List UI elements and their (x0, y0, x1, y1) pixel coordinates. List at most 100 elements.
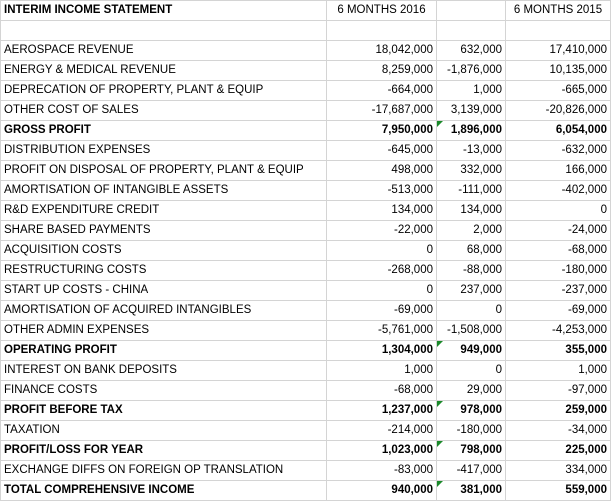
difference-cell[interactable]: 68,000 (436, 240, 506, 261)
column-header-2016[interactable]: 6 MONTHS 2016 (326, 0, 437, 21)
value-2016-cell[interactable]: 0 (326, 280, 437, 301)
row-label[interactable]: INTEREST ON BANK DEPOSITS (0, 360, 327, 381)
value-2015-cell[interactable]: -24,000 (505, 220, 611, 241)
value-2016-cell[interactable]: -83,000 (326, 460, 437, 481)
row-label[interactable]: START UP COSTS - CHINA (0, 280, 327, 301)
row-label[interactable]: SHARE BASED PAYMENTS (0, 220, 327, 241)
row-label[interactable]: DISTRIBUTION EXPENSES (0, 140, 327, 161)
value-2015-cell[interactable]: -237,000 (505, 280, 611, 301)
difference-cell[interactable]: 1,896,000 (436, 120, 506, 141)
value-2016-cell[interactable]: 134,000 (326, 200, 437, 221)
empty-cell[interactable] (436, 20, 506, 41)
difference-cell[interactable]: -417,000 (436, 460, 506, 481)
value-2015-cell[interactable]: -665,000 (505, 80, 611, 101)
value-2015-cell[interactable]: 10,135,000 (505, 60, 611, 81)
value-2015-cell[interactable]: 355,000 (505, 340, 611, 361)
value-2016-cell[interactable]: 1,237,000 (326, 400, 437, 421)
row-label[interactable]: DEPRECATION OF PROPERTY, PLANT & EQUIP (0, 80, 327, 101)
value-2015-cell[interactable]: 259,000 (505, 400, 611, 421)
column-header-difference[interactable] (436, 0, 506, 21)
row-label[interactable]: PROFIT BEFORE TAX (0, 400, 327, 421)
row-label[interactable]: PROFIT/LOSS FOR YEAR (0, 440, 327, 461)
sheet-title[interactable]: INTERIM INCOME STATEMENT (0, 0, 327, 21)
value-2016-cell[interactable]: -17,687,000 (326, 100, 437, 121)
row-label[interactable]: RESTRUCTURING COSTS (0, 260, 327, 281)
value-2016-cell[interactable]: -22,000 (326, 220, 437, 241)
value-2015-cell[interactable]: -632,000 (505, 140, 611, 161)
value-2016-cell[interactable]: -268,000 (326, 260, 437, 281)
row-label[interactable]: PROFIT ON DISPOSAL OF PROPERTY, PLANT & … (0, 160, 327, 181)
difference-cell[interactable]: 237,000 (436, 280, 506, 301)
empty-cell[interactable] (505, 20, 611, 41)
row-label[interactable]: TOTAL COMPREHENSIVE INCOME (0, 480, 327, 501)
value-2015-cell[interactable]: 166,000 (505, 160, 611, 181)
value-2015-cell[interactable]: 225,000 (505, 440, 611, 461)
value-2016-cell[interactable]: -664,000 (326, 80, 437, 101)
difference-cell[interactable]: 978,000 (436, 400, 506, 421)
value-2015-cell[interactable]: -34,000 (505, 420, 611, 441)
difference-cell[interactable]: 798,000 (436, 440, 506, 461)
empty-cell[interactable] (0, 20, 327, 41)
difference-cell[interactable]: 632,000 (436, 40, 506, 61)
difference-cell[interactable]: 3,139,000 (436, 100, 506, 121)
column-header-2015[interactable]: 6 MONTHS 2015 (505, 0, 611, 21)
row-label[interactable]: OTHER ADMIN EXPENSES (0, 320, 327, 341)
row-label[interactable]: AMORTISATION OF INTANGIBLE ASSETS (0, 180, 327, 201)
row-label[interactable]: ENERGY & MEDICAL REVENUE (0, 60, 327, 81)
row-label[interactable]: GROSS PROFIT (0, 120, 327, 141)
value-2015-cell[interactable]: 17,410,000 (505, 40, 611, 61)
value-2016-cell[interactable]: -69,000 (326, 300, 437, 321)
row-label[interactable]: R&D EXPENDITURE CREDIT (0, 200, 327, 221)
value-2016-cell[interactable]: 940,000 (326, 480, 437, 501)
difference-cell[interactable]: 29,000 (436, 380, 506, 401)
value-2016-cell[interactable]: -513,000 (326, 180, 437, 201)
value-2016-cell[interactable]: 1,304,000 (326, 340, 437, 361)
value-2015-cell[interactable]: 559,000 (505, 480, 611, 501)
value-2015-cell[interactable]: 0 (505, 200, 611, 221)
value-2016-cell[interactable]: 7,950,000 (326, 120, 437, 141)
value-2016-cell[interactable]: 498,000 (326, 160, 437, 181)
difference-cell[interactable]: -1,508,000 (436, 320, 506, 341)
row-label[interactable]: AMORTISATION OF ACQUIRED INTANGIBLES (0, 300, 327, 321)
value-2016-cell[interactable]: 0 (326, 240, 437, 261)
row-label[interactable]: EXCHANGE DIFFS ON FOREIGN OP TRANSLATION (0, 460, 327, 481)
value-2016-cell[interactable]: 18,042,000 (326, 40, 437, 61)
difference-cell[interactable]: -13,000 (436, 140, 506, 161)
difference-cell[interactable]: -180,000 (436, 420, 506, 441)
row-label[interactable]: OTHER COST OF SALES (0, 100, 327, 121)
row-label[interactable]: ACQUISITION COSTS (0, 240, 327, 261)
value-2016-cell[interactable]: -214,000 (326, 420, 437, 441)
value-2015-cell[interactable]: -69,000 (505, 300, 611, 321)
value-2015-cell[interactable]: 334,000 (505, 460, 611, 481)
difference-cell[interactable]: 949,000 (436, 340, 506, 361)
difference-cell[interactable]: 134,000 (436, 200, 506, 221)
value-2015-cell[interactable]: -180,000 (505, 260, 611, 281)
difference-cell[interactable]: 1,000 (436, 80, 506, 101)
difference-cell[interactable]: 0 (436, 300, 506, 321)
row-label[interactable]: AEROSPACE REVENUE (0, 40, 327, 61)
row-label[interactable]: OPERATING PROFIT (0, 340, 327, 361)
row-label[interactable]: FINANCE COSTS (0, 380, 327, 401)
value-2015-cell[interactable]: 1,000 (505, 360, 611, 381)
difference-cell[interactable]: 0 (436, 360, 506, 381)
value-2015-cell[interactable]: 6,054,000 (505, 120, 611, 141)
value-2016-cell[interactable]: -68,000 (326, 380, 437, 401)
value-2016-cell[interactable]: -645,000 (326, 140, 437, 161)
empty-cell[interactable] (326, 20, 437, 41)
value-2015-cell[interactable]: -4,253,000 (505, 320, 611, 341)
value-2015-cell[interactable]: -20,826,000 (505, 100, 611, 121)
difference-cell[interactable]: 381,000 (436, 480, 506, 501)
value-2015-cell[interactable]: -402,000 (505, 180, 611, 201)
value-2015-cell[interactable]: -97,000 (505, 380, 611, 401)
value-2015-cell[interactable]: -68,000 (505, 240, 611, 261)
difference-cell[interactable]: 332,000 (436, 160, 506, 181)
value-2016-cell[interactable]: 8,259,000 (326, 60, 437, 81)
difference-cell[interactable]: -1,876,000 (436, 60, 506, 81)
difference-cell[interactable]: -111,000 (436, 180, 506, 201)
difference-cell[interactable]: -88,000 (436, 260, 506, 281)
difference-cell[interactable]: 2,000 (436, 220, 506, 241)
value-2016-cell[interactable]: 1,023,000 (326, 440, 437, 461)
value-2016-cell[interactable]: -5,761,000 (326, 320, 437, 341)
row-label[interactable]: TAXATION (0, 420, 327, 441)
value-2016-cell[interactable]: 1,000 (326, 360, 437, 381)
